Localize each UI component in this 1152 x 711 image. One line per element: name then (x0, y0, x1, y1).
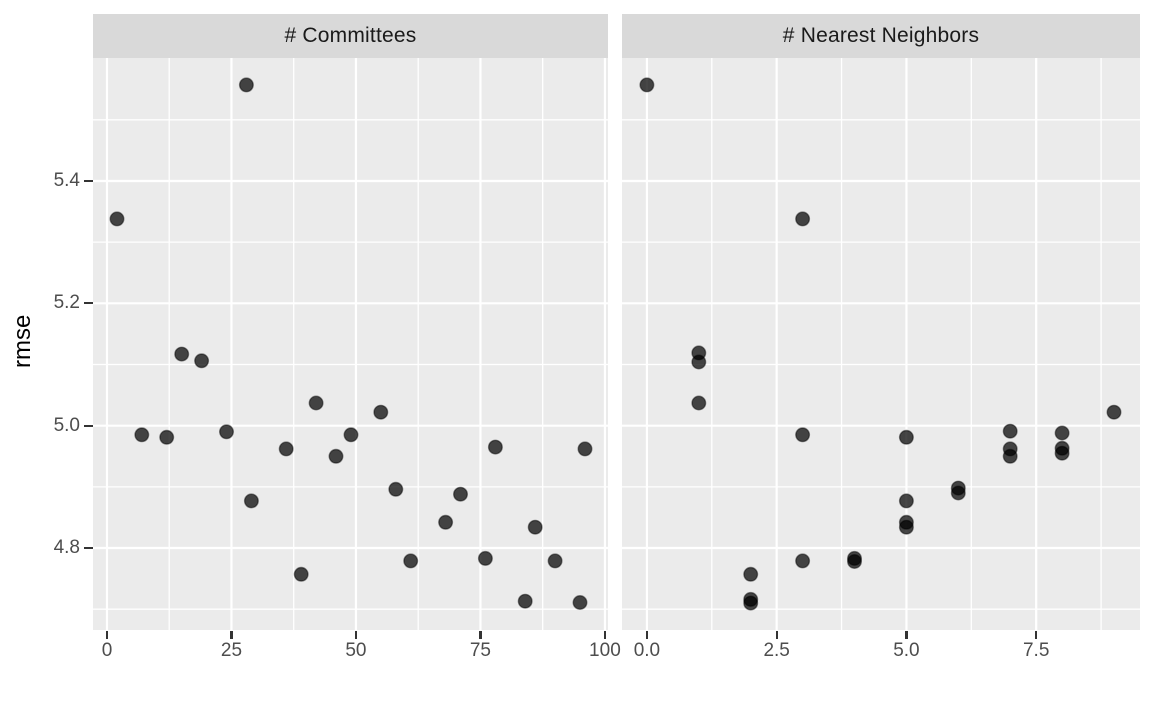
y-axis-title: rmse (9, 314, 36, 368)
facet-strip-committees: # Committees (93, 14, 608, 58)
x-tick-mark (905, 631, 908, 639)
data-point (174, 346, 190, 362)
x-tick-mark (645, 631, 648, 639)
scatter-committees (93, 58, 608, 630)
data-point (243, 493, 259, 509)
x-tick-mark (603, 631, 606, 639)
data-point (846, 554, 862, 570)
data-point (328, 448, 344, 464)
data-point (194, 353, 210, 369)
data-point (238, 77, 254, 93)
data-point (898, 429, 914, 445)
data-point (1002, 423, 1018, 439)
data-point (477, 550, 493, 566)
y-tick-mark (84, 546, 93, 550)
y-tick-mark (84, 179, 93, 183)
facet-strip-nearest-neighbors: # Nearest Neighbors (622, 14, 1140, 58)
data-point (1054, 425, 1070, 441)
x-tick-mark (775, 631, 778, 639)
data-point (487, 439, 503, 455)
x-tick-label: 75 (469, 640, 491, 661)
x-tick-mark (479, 631, 482, 639)
y-tick-label: 4.8 (53, 537, 80, 559)
facet-strip-nearest-neighbors-label: # Nearest Neighbors (782, 24, 980, 47)
data-point (743, 595, 759, 611)
data-point (293, 566, 309, 582)
data-point (691, 354, 707, 370)
data-point (343, 427, 359, 443)
data-point (373, 404, 389, 420)
y-tick-label: 5.0 (53, 414, 80, 436)
data-point (308, 395, 324, 411)
data-point (898, 519, 914, 535)
data-point (218, 424, 234, 440)
y-tick-label: 5.4 (53, 169, 80, 191)
data-point (795, 211, 811, 227)
x-tick-mark (354, 631, 358, 639)
x-tick-label: 5.0 (893, 640, 920, 661)
data-point (438, 514, 454, 530)
x-tick-label: 0 (101, 640, 113, 661)
data-point (691, 395, 707, 411)
data-point (950, 485, 966, 501)
data-point (527, 519, 543, 535)
x-tick-mark (230, 631, 233, 639)
data-point (517, 593, 533, 609)
data-point (109, 211, 125, 227)
data-point (577, 441, 593, 457)
data-point (1054, 445, 1070, 461)
x-tick-mark (105, 631, 109, 639)
data-point (388, 481, 404, 497)
x-tick-mark (1035, 631, 1038, 639)
data-point (159, 429, 175, 445)
x-tick-label: 50 (345, 640, 367, 661)
x-tick-label: 7.5 (1022, 640, 1050, 661)
data-point (547, 553, 563, 569)
x-tick-label: 25 (220, 640, 243, 661)
facet-strip-committees-label: # Committees (284, 24, 417, 47)
y-tick-mark (84, 302, 93, 305)
data-point (795, 427, 811, 443)
data-point (1106, 404, 1122, 420)
x-tick-label: 100 (589, 640, 621, 661)
x-tick-label: 0.0 (633, 640, 661, 661)
plot-area-committees (93, 58, 608, 630)
data-point (403, 553, 419, 569)
data-point (639, 77, 655, 93)
x-tick-label: 2.5 (763, 640, 790, 661)
data-point (134, 427, 150, 443)
data-point (453, 486, 469, 502)
data-point (1002, 448, 1018, 464)
data-point (572, 595, 588, 611)
y-tick-label: 5.2 (53, 292, 80, 314)
data-point (743, 566, 759, 582)
data-point (795, 553, 811, 569)
data-point (278, 441, 294, 457)
scatter-nearest-neighbors (622, 58, 1140, 630)
y-tick-mark (84, 424, 93, 427)
data-point (898, 493, 914, 509)
plot-area-nearest-neighbors (622, 58, 1140, 630)
